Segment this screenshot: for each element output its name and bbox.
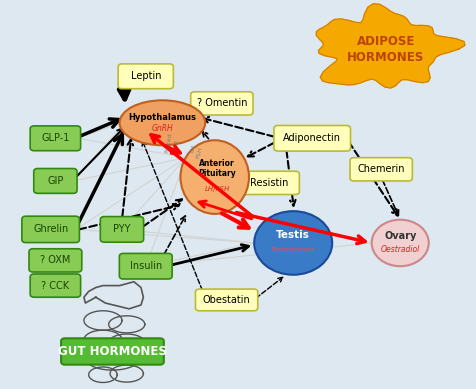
Text: PYY: PYY: [113, 224, 130, 235]
FancyBboxPatch shape: [273, 126, 350, 151]
Text: Anterior
Pituitary: Anterior Pituitary: [198, 159, 236, 178]
Ellipse shape: [180, 140, 248, 214]
FancyBboxPatch shape: [34, 168, 77, 193]
Polygon shape: [316, 4, 464, 88]
FancyBboxPatch shape: [118, 64, 173, 89]
Text: Chemerin: Chemerin: [357, 164, 404, 174]
Text: ? OXM: ? OXM: [40, 256, 70, 265]
Text: GLP-1: GLP-1: [41, 133, 69, 143]
Text: ADIPOSE
HORMONES: ADIPOSE HORMONES: [347, 35, 424, 64]
Text: Fasted: Fasted: [164, 132, 172, 153]
Text: Testis: Testis: [276, 230, 309, 240]
Text: ? Omentin: ? Omentin: [196, 98, 247, 109]
Text: Obestatin: Obestatin: [202, 295, 250, 305]
Text: Hypothalamus: Hypothalamus: [128, 113, 196, 122]
FancyBboxPatch shape: [30, 126, 80, 151]
FancyBboxPatch shape: [239, 171, 299, 194]
Text: Insulin: Insulin: [129, 261, 161, 271]
Text: Leptin: Leptin: [130, 71, 161, 81]
Text: Ghrelin: Ghrelin: [33, 224, 68, 235]
FancyBboxPatch shape: [22, 216, 79, 243]
FancyBboxPatch shape: [29, 249, 81, 272]
Text: GIP: GIP: [47, 176, 63, 186]
Text: Oestradiol: Oestradiol: [380, 245, 419, 254]
Text: ? CCK: ? CCK: [41, 280, 69, 291]
FancyBboxPatch shape: [30, 274, 80, 297]
FancyBboxPatch shape: [190, 92, 252, 115]
Circle shape: [371, 220, 428, 266]
FancyBboxPatch shape: [349, 158, 411, 181]
Circle shape: [254, 211, 331, 275]
Text: FSH: FSH: [195, 146, 203, 159]
FancyBboxPatch shape: [119, 253, 172, 279]
Text: Testosterone: Testosterone: [270, 247, 315, 253]
Text: LH: LH: [189, 144, 197, 153]
Text: GUT HORMONES: GUT HORMONES: [58, 345, 167, 358]
Text: GnRH: GnRH: [151, 124, 173, 133]
Text: Adiponectin: Adiponectin: [283, 133, 340, 143]
Text: Resistin: Resistin: [250, 178, 288, 188]
Text: LH/FSH: LH/FSH: [204, 186, 229, 192]
FancyBboxPatch shape: [61, 338, 163, 364]
FancyBboxPatch shape: [100, 217, 143, 242]
Text: Fed: Fed: [172, 140, 179, 152]
FancyBboxPatch shape: [195, 289, 257, 311]
Ellipse shape: [119, 100, 205, 145]
Text: Ovary: Ovary: [383, 231, 416, 241]
